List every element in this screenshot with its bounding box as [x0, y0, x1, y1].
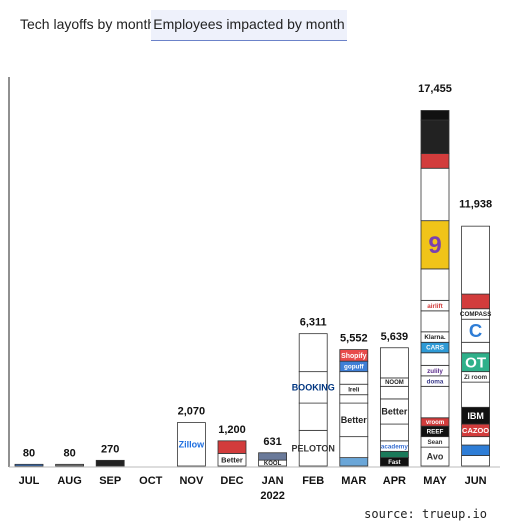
bar-total-label: 631: [263, 436, 281, 448]
bar-total-label: 11,938: [459, 199, 492, 211]
chart-tab-bar: Tech layoffs by month Employees impacted…: [0, 0, 527, 44]
bar-segment-label: IBM: [467, 411, 484, 421]
bar-segment[interactable]: [339, 349, 369, 362]
bar-segment-label: airlift: [427, 303, 443, 310]
bar-segment-label: Klarna.: [424, 334, 446, 341]
x-tick-label: DEC: [220, 475, 243, 487]
bar-total-label: 270: [101, 443, 119, 455]
bar-segment[interactable]: [339, 457, 369, 467]
bar-total-label: 2,070: [178, 406, 206, 418]
bar-segment-label: PELOTON: [292, 443, 335, 453]
x-tick-label: APR: [383, 475, 406, 487]
bar-segment[interactable]: [420, 385, 450, 419]
bar-segment[interactable]: [379, 423, 409, 442]
bar-total-label: 17,455: [418, 83, 452, 95]
bar-segment[interactable]: [461, 341, 491, 354]
bar-segment-label: Zi room: [464, 374, 487, 381]
bar-segment[interactable]: [461, 455, 491, 467]
bar-segment[interactable]: [379, 347, 409, 379]
bar-segment[interactable]: [420, 110, 450, 121]
bar-segment-label: CARS: [426, 345, 444, 352]
x-tick-label: JAN: [262, 475, 284, 487]
bar-segment[interactable]: [55, 463, 84, 467]
bar-segment-label: vroom: [426, 420, 444, 426]
bar-segment-label: doma: [427, 378, 444, 385]
bar-segment[interactable]: [461, 381, 491, 408]
x-tick-label: OCT: [139, 475, 163, 487]
bars-group: 80 80 270 Zillow 2,070 Better 1,200 KOOL 631 PELO…: [14, 83, 492, 467]
bar-segment-label: 9: [428, 232, 441, 259]
bar-segment-label: Shopify: [341, 353, 366, 360]
bar-total-label: 80: [63, 447, 75, 459]
bar-segment[interactable]: [461, 436, 491, 446]
bar-segment[interactable]: [420, 167, 450, 222]
bar-total-label: 1,200: [218, 424, 246, 436]
bar-segment[interactable]: [420, 268, 450, 301]
bar-segment[interactable]: [420, 310, 450, 333]
x-tick-label: SEP: [99, 475, 121, 487]
bar-segment[interactable]: [14, 463, 44, 467]
x-tick-label: MAY: [423, 475, 447, 487]
bar-segment-label: Ireli: [348, 387, 359, 394]
bar-segment[interactable]: [95, 459, 125, 467]
x-tick-label: AUG: [57, 475, 81, 487]
bar-segment-label: zulily: [427, 368, 443, 375]
bar-segment-label: C: [469, 320, 482, 341]
bar-segment[interactable]: [298, 371, 328, 404]
bar-segment[interactable]: [217, 440, 247, 454]
bar-total-label: 6,311: [300, 317, 327, 329]
bar-segment[interactable]: [420, 352, 450, 366]
bar-segment[interactable]: [461, 225, 491, 295]
axis-group: JUL AUG SEP OCT NOV DEC JAN 2022 FEB MAR APR MAY JUN: [8, 77, 500, 502]
bar-segment[interactable]: [298, 402, 328, 431]
bar-segment-label: REEF: [427, 429, 444, 436]
bar-segment-label: Sean: [427, 439, 442, 446]
bar-segment[interactable]: [258, 452, 288, 461]
bar-segment[interactable]: [461, 293, 491, 310]
bar-segment[interactable]: [461, 444, 491, 456]
bar-segment[interactable]: [339, 436, 369, 459]
bar-segment[interactable]: [420, 220, 450, 270]
bar-total-label: 80: [23, 447, 35, 459]
x-tick-label: JUL: [19, 475, 40, 487]
bar-segment-label: KOOL: [264, 461, 282, 467]
bar-segment-label: CAZOO: [462, 426, 489, 435]
employees-impacted-chart: 80 80 270 Zillow 2,070 Better 1,200 KOOL 631 PELO…: [8, 77, 500, 502]
bar-segment[interactable]: [420, 119, 450, 154]
bar-segment[interactable]: [339, 394, 369, 404]
bar-segment-label: Fast: [388, 460, 400, 466]
bar-segment[interactable]: [339, 371, 369, 385]
x-tick-label: MAR: [341, 475, 366, 487]
bar-segment-label: academy: [381, 443, 408, 450]
x-tick-label: JUN: [465, 475, 487, 487]
bar-segment-label: Zillow: [179, 439, 205, 449]
bar-segment-label: Avo: [427, 452, 444, 462]
bar-segment[interactable]: [176, 422, 206, 467]
x-tick-label: FEB: [302, 475, 324, 487]
x-tick-sublabel: 2022: [260, 490, 284, 502]
bar-segment-label: NOOM: [385, 380, 404, 386]
tab-tech-layoffs-by-month[interactable]: Tech layoffs by month: [20, 16, 156, 32]
tab-employees-impacted-by-month[interactable]: Employees impacted by month: [151, 10, 347, 41]
bar-segment[interactable]: [379, 385, 409, 400]
bar-segment[interactable]: [379, 450, 409, 459]
bar-total-label: 5,552: [340, 333, 368, 345]
bar-segment-label: gopuff: [344, 364, 364, 371]
bar-segment-label: Better: [221, 455, 243, 464]
bar-segment[interactable]: [420, 153, 450, 169]
bar-segment-label: OT: [465, 354, 487, 371]
bar-segment[interactable]: [379, 398, 409, 425]
bar-segment[interactable]: [298, 333, 328, 373]
bar-segment-label: BOOKING: [292, 383, 335, 393]
bar-segment-label: COMPASS: [460, 311, 491, 318]
bar-segment-label: Better: [381, 407, 408, 417]
bar-segment-label: Better: [341, 415, 368, 425]
x-tick-label: NOV: [179, 475, 204, 487]
bar-total-label: 5,639: [381, 331, 409, 343]
source-note: source: trueup.io: [364, 507, 487, 521]
